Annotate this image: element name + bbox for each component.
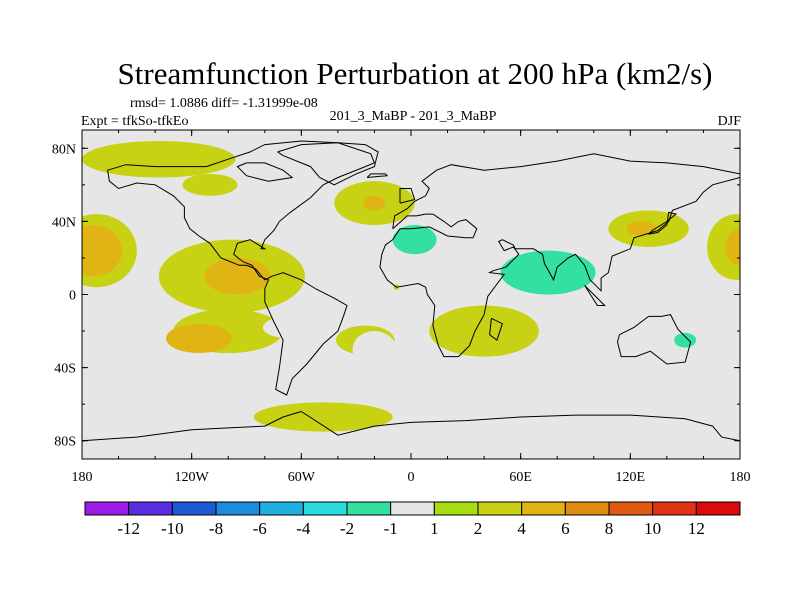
x-axis: 180 120W 60W 0 60E 120E 180 — [72, 130, 751, 485]
contour-feature — [626, 221, 656, 237]
chart-title: Streamfunction Perturbation at 200 hPa (… — [118, 56, 713, 91]
coastline — [489, 317, 504, 342]
y-tick-label: 40S — [54, 362, 76, 377]
y-tick-label: 80N — [52, 142, 76, 157]
colorbar-tick-label: -1 — [384, 519, 398, 538]
season-label: DJF — [718, 114, 742, 129]
map-plot-area — [81, 129, 741, 460]
contour-feature — [122, 374, 232, 427]
y-axis: 80N 40N 0 40S 80S — [52, 142, 740, 450]
colorbar: -12 -10 -8 -6 -4 -2 -1 1 2 4 6 8 10 12 — [84, 501, 741, 538]
colorbar-tick-label: 4 — [517, 519, 526, 538]
x-tick-label: 60W — [288, 470, 316, 485]
contour-feature — [615, 177, 682, 200]
x-tick-label: 60E — [509, 470, 532, 485]
x-tick-label: 180 — [72, 470, 93, 485]
coastline — [366, 173, 389, 178]
contour-feature — [411, 135, 558, 180]
contour-feature — [363, 195, 386, 211]
x-tick-label: 0 — [408, 470, 415, 485]
coastline — [379, 153, 740, 358]
contour-feature — [253, 402, 393, 432]
colorbar-tick-label: 6 — [561, 519, 570, 538]
contour-feature — [262, 316, 315, 339]
colorbar-box — [521, 501, 566, 516]
y-tick-label: 0 — [69, 289, 76, 304]
coastline — [107, 140, 376, 396]
colorbar-tick-label: -4 — [296, 519, 311, 538]
colorbar-box — [564, 501, 610, 516]
coastline — [616, 314, 692, 365]
coastline — [236, 162, 294, 182]
colorbar-box — [259, 501, 304, 516]
contour-feature — [484, 405, 613, 439]
y-tick-label: 80S — [54, 435, 76, 450]
colorbar-box — [390, 501, 435, 516]
center-label: 201_3_MaBP - 201_3_MaBP — [330, 109, 497, 124]
colorbar-box — [608, 501, 654, 516]
contour-feature — [674, 332, 697, 348]
colorbar-box — [433, 501, 479, 516]
y-tick-label: 40N — [52, 215, 76, 230]
colorbar-box — [346, 501, 392, 516]
colorbar-box — [84, 501, 130, 516]
stats-line: rmsd= 1.0886 diff= -1.31999e-08 — [130, 96, 318, 111]
contour-feature — [352, 331, 397, 368]
contour-feature — [500, 250, 596, 295]
contour-feature — [82, 140, 236, 178]
contour-feature — [429, 305, 539, 357]
colorbar-tick-label: 2 — [474, 519, 483, 538]
colorbar-tick-label: 12 — [688, 519, 705, 538]
contour-feature — [82, 225, 123, 277]
colorbar-tick-label: -6 — [253, 519, 267, 538]
contour-feature — [392, 225, 437, 255]
colorbar-tick-label: 10 — [644, 519, 661, 538]
x-tick-label: 120W — [175, 470, 210, 485]
contour-feature — [82, 338, 108, 383]
coastline — [648, 211, 678, 235]
colorbar-tick-label: -10 — [161, 519, 184, 538]
colorbar-box — [215, 501, 261, 516]
contour-feature — [166, 323, 232, 353]
colorbar-tick-label: 1 — [430, 519, 439, 538]
colorbar-box — [171, 501, 217, 516]
x-tick-label: 120E — [616, 470, 646, 485]
contour-feature — [204, 257, 271, 295]
coastline — [584, 285, 606, 306]
colorbar-tick-label: 8 — [605, 519, 614, 538]
colorbar-box — [652, 501, 697, 516]
coastlines — [82, 140, 740, 459]
colorbar-box — [302, 501, 348, 516]
x-tick-label: 180 — [730, 470, 751, 485]
colorbar-tick-label: -2 — [340, 519, 354, 538]
colorbar-box — [695, 501, 741, 516]
colorbar-tick-label: -8 — [209, 519, 223, 538]
left-label: Expt = tfkSo-tfkEo — [81, 114, 188, 129]
contour-feature — [182, 173, 238, 196]
colorbar-tick-label: -12 — [117, 519, 140, 538]
colorbar-box — [128, 501, 173, 516]
coastline — [399, 188, 416, 204]
colorbar-box — [477, 501, 523, 516]
coastline — [277, 142, 379, 186]
contour-feature — [725, 228, 740, 266]
contour-feature — [707, 214, 740, 280]
coastline — [82, 411, 740, 459]
